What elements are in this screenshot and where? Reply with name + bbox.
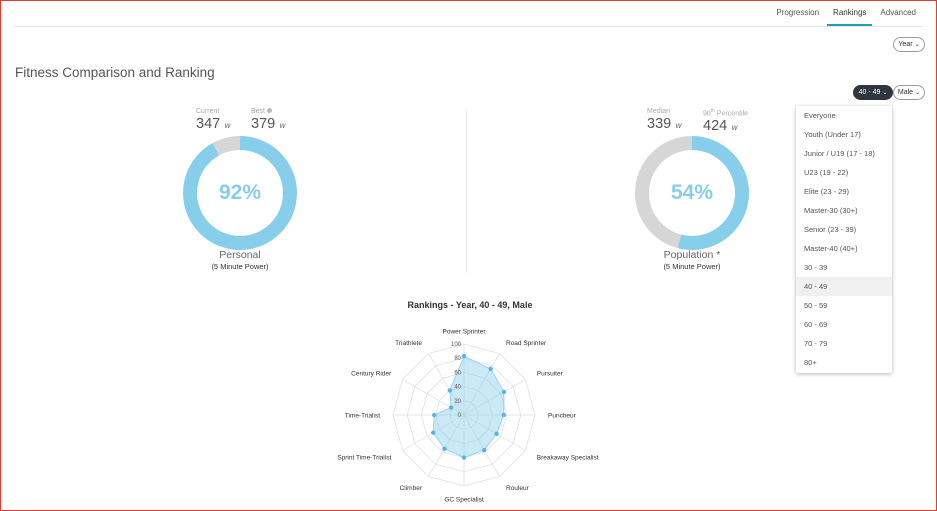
nav-divider bbox=[14, 26, 923, 27]
year-filter-button[interactable]: Year ⌄ bbox=[893, 37, 925, 52]
radar-data-point bbox=[461, 353, 467, 359]
age-option[interactable]: Youth (Under 17) bbox=[804, 130, 861, 139]
radar-data-point bbox=[494, 431, 499, 437]
age-option[interactable]: 50 - 59 bbox=[804, 301, 828, 310]
radar-category-label: Rouleur bbox=[506, 485, 530, 492]
tab-rankings[interactable]: Rankings bbox=[827, 0, 873, 26]
radar-category-label: Pursuiter bbox=[537, 371, 564, 378]
radar-tick-label: 100 bbox=[451, 342, 462, 348]
age-option[interactable]: Master-30 (30+) bbox=[804, 206, 858, 215]
age-option[interactable]: Junior / U19 (17 - 18) bbox=[804, 149, 875, 158]
radar-data-point bbox=[442, 446, 447, 452]
radar-spoke bbox=[463, 414, 500, 477]
age-group-filter-button[interactable]: 40 - 49 ⌄ bbox=[853, 85, 893, 100]
age-option[interactable]: Senior (23 - 39) bbox=[804, 225, 857, 234]
year-filter-label: Year bbox=[898, 41, 913, 48]
median-label: Median bbox=[647, 108, 670, 115]
population-title: Population * bbox=[663, 249, 721, 261]
column-divider bbox=[466, 108, 467, 273]
radar-category-label: Sprint Time-Trialist bbox=[337, 455, 391, 462]
chevron-down-icon: ⌄ bbox=[882, 90, 888, 96]
radar-category-label: Time-Trialist bbox=[345, 413, 380, 420]
current-unit: w bbox=[224, 121, 231, 130]
radar-data-point bbox=[501, 412, 506, 418]
radar-data-area bbox=[432, 355, 505, 459]
personal-percent: 92% bbox=[218, 181, 262, 204]
personal-donut: 92% bbox=[183, 136, 297, 250]
age-option[interactable]: Elite (23 - 29) bbox=[804, 187, 850, 196]
radar-spoke bbox=[402, 379, 465, 416]
radar-spoke bbox=[428, 414, 465, 477]
radar-tick-label: 0 bbox=[458, 413, 462, 419]
gender-filter-button[interactable]: Male ⌄ bbox=[893, 85, 925, 100]
median-unit: w bbox=[675, 121, 682, 130]
page-title: Fitness Comparison and Ranking bbox=[15, 65, 215, 80]
radar-data-point bbox=[461, 455, 467, 460]
tab-progression[interactable]: Progression bbox=[776, 8, 820, 17]
personal-donut-center: 92% bbox=[197, 150, 283, 236]
best-label: Best bbox=[251, 108, 266, 115]
radar-spoke bbox=[463, 379, 526, 416]
radar-data-point bbox=[501, 389, 507, 395]
best-stat: Best 379 w bbox=[251, 108, 285, 133]
age-group-filter-label: 40 - 49 bbox=[858, 89, 881, 96]
gender-filter-label: Male bbox=[897, 89, 914, 96]
median-value: 339 bbox=[647, 116, 672, 132]
population-percent: 54% bbox=[670, 181, 714, 204]
radar-data-point bbox=[482, 447, 487, 453]
radar-category-label: Climber bbox=[400, 485, 423, 492]
chevron-down-icon: ⌄ bbox=[914, 42, 920, 48]
age-group-dropdown-menu: Everyone Youth (Under 17) Junior / U19 (17… bbox=[796, 106, 892, 373]
radar-tick-label: 80 bbox=[454, 356, 461, 362]
age-option[interactable]: 70 - 79 bbox=[804, 339, 828, 348]
radar-data-point bbox=[448, 405, 454, 410]
personal-caption: Personal (5 Minute Power) bbox=[180, 249, 300, 271]
radar-spoke bbox=[428, 353, 465, 416]
radar-tick-label: 20 bbox=[454, 399, 461, 405]
best-value: 379 bbox=[251, 116, 276, 132]
current-stat: Current 347 w bbox=[196, 108, 230, 133]
population-donut: 54% bbox=[635, 136, 749, 250]
radar-category-label: GC Specialist bbox=[444, 497, 484, 504]
radar-category-label: Breakaway Specialist bbox=[537, 455, 599, 462]
p90-unit: w bbox=[731, 123, 738, 133]
current-value: 347 bbox=[196, 116, 221, 132]
radar-chart-title: Rankings - Year, 40 - 49, Male bbox=[407, 300, 533, 310]
age-option[interactable]: 60 - 69 bbox=[804, 320, 828, 329]
radar-category-label: Puncheur bbox=[548, 413, 577, 420]
population-donut-center: 54% bbox=[649, 150, 735, 236]
median-stat: Median 339 w bbox=[647, 108, 681, 133]
tab-advanced[interactable]: Advanced bbox=[880, 8, 916, 17]
radar-data-point bbox=[431, 430, 436, 435]
age-option[interactable]: Everyone bbox=[804, 111, 836, 120]
radar-category-label: Triathlete bbox=[395, 340, 422, 347]
radar-data-point bbox=[431, 412, 437, 418]
radar-data-point bbox=[447, 388, 452, 393]
best-unit: w bbox=[279, 121, 286, 130]
age-option[interactable]: U23 (19 - 22) bbox=[804, 168, 849, 177]
personal-subtitle: (5 Minute Power) bbox=[211, 262, 269, 271]
age-option[interactable]: 40 - 49 bbox=[796, 277, 892, 296]
population-caption: Population * (5 Minute Power) bbox=[632, 249, 752, 271]
p90-label: 90th Percentile bbox=[703, 108, 749, 118]
age-option[interactable]: Master-40 (40+) bbox=[804, 244, 858, 253]
radar-tick-label: 40 bbox=[454, 385, 461, 391]
current-label: Current bbox=[196, 108, 220, 115]
radar-spoke bbox=[463, 353, 500, 416]
radar-category-label: Century Rider bbox=[351, 371, 392, 378]
rankings-radar-chart: 0 20 40 60 80 100 Power Sprinter Road Sprinter P… bbox=[337, 329, 599, 504]
top-nav: Progression Rankings Advanced bbox=[768, 0, 922, 26]
p90-stat: 90th Percentile 424 w bbox=[703, 108, 748, 135]
radar-category-label: Road Sprinter bbox=[506, 340, 547, 347]
age-option[interactable]: 80+ bbox=[804, 358, 817, 367]
radar-tick-label: 60 bbox=[454, 370, 461, 376]
population-subtitle: (5 Minute Power) bbox=[663, 262, 721, 271]
personal-title: Personal bbox=[219, 249, 261, 261]
age-option[interactable]: 30 - 39 bbox=[804, 263, 828, 272]
radar-data-point bbox=[488, 366, 493, 372]
radar-category-label: Power Sprinter bbox=[443, 329, 487, 336]
p90-value: 424 bbox=[703, 118, 728, 135]
info-icon[interactable] bbox=[266, 108, 272, 113]
chevron-down-icon: ⌄ bbox=[915, 90, 921, 96]
